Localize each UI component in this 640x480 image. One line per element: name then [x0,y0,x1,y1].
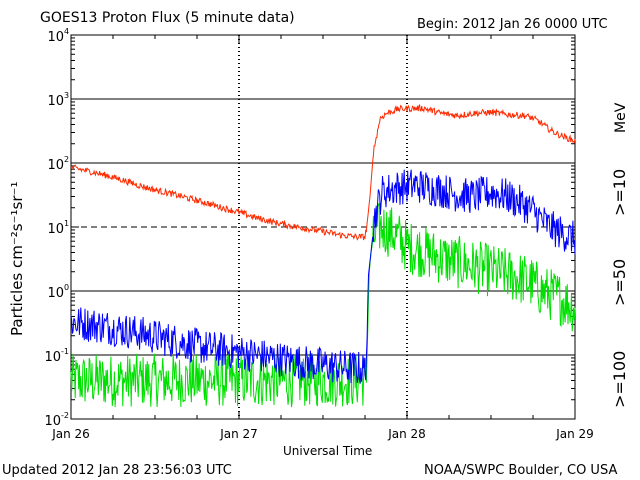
x-axis-title: Universal Time [283,444,372,458]
begin-date: Begin: 2012 Jan 26 0000 UTC [417,17,608,32]
x-tick-label: Jan 27 [219,427,258,441]
y-tick-base: 10 [47,286,64,301]
series-line-100MeV-mev [70,203,576,408]
updated-timestamp: Updated 2012 Jan 28 23:56:03 UTC [2,463,232,478]
y-tick-label: 10 3 [47,91,69,109]
y-tick-exponent: 4 [64,27,69,36]
legend-ge50: >=50 [610,259,629,306]
y-tick-exponent: 0 [64,283,69,292]
y-tick-label: 10 -1 [44,347,69,365]
y-tick-label: 10 0 [47,283,69,301]
credit-text: NOAA/SWPC Boulder, CO USA [424,463,617,478]
gridlines [71,35,575,419]
y-tick-exponent: -1 [61,347,69,356]
y-tick-base: 10 [47,222,64,237]
y-tick-base: 10 [44,350,61,365]
x-tick-label: Jan 28 [387,427,426,441]
chart-title: GOES13 Proton Flux (5 minute data) [40,10,295,26]
y-tick-exponent: 1 [64,219,69,228]
legend-unit-mev: MeV [613,102,629,133]
series-line-10MeV-mev [70,103,576,241]
series-line-50MeV-mev [70,169,576,384]
y-tick-label: 10 2 [47,155,69,173]
y-tick-exponent: 2 [64,155,69,164]
y-tick-label: 10 1 [47,219,69,237]
y-tick-exponent: 3 [64,91,69,100]
y-tick-exponent: -2 [61,411,69,420]
series-layer [70,103,576,408]
y-tick-label: 10 -2 [44,411,69,429]
y-tick-label: 10 4 [47,27,69,45]
y-axis-title: Particles cm⁻²s⁻¹sr⁻¹ [8,182,26,336]
y-tick-base: 10 [47,30,64,45]
legend-ge100: >=100 [610,351,629,408]
x-tick-label: Jan 29 [555,427,594,441]
legend: MeV >=10 >=50 >=100 [610,102,629,408]
x-tick-labels: Jan 26 Jan 27 Jan 28 Jan 29 [51,427,594,441]
y-tick-base: 10 [44,414,61,429]
y-tick-base: 10 [47,158,64,173]
x-tick-label: Jan 26 [51,427,90,441]
legend-ge10: >=10 [610,169,629,216]
y-tick-base: 10 [47,94,64,109]
